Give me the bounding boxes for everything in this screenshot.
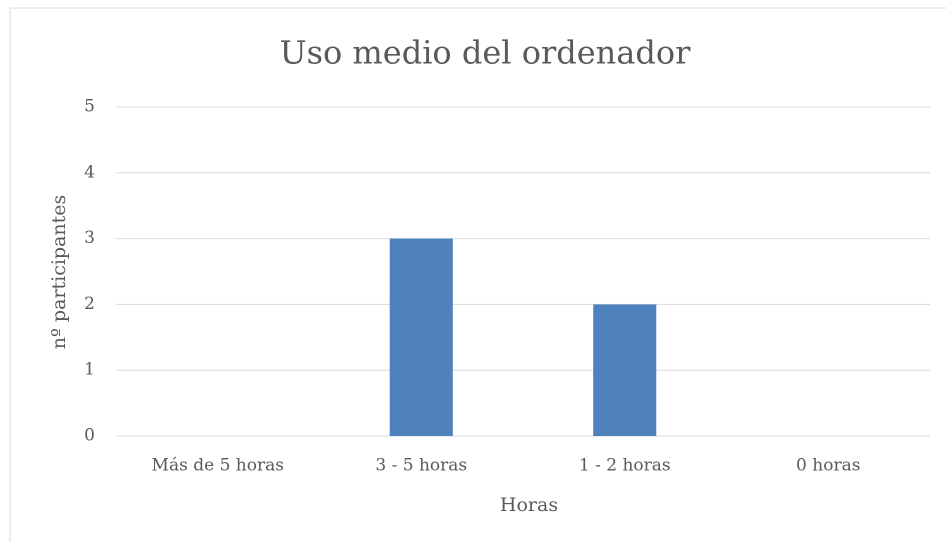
bar (389, 238, 453, 436)
x-tick-label: 0 horas (796, 456, 860, 476)
chart-frame (9, 7, 946, 542)
x-tick-label: 3 - 5 horas (375, 456, 467, 476)
y-tick-label: 1 (84, 360, 95, 380)
y-axis-label: nº participantes (48, 195, 70, 350)
chart-title: Uso medio del ordenador (280, 34, 692, 72)
x-tick-label: Más de 5 horas (152, 456, 284, 476)
x-axis-label: Horas (500, 494, 558, 516)
y-tick-label: 4 (84, 162, 95, 182)
y-tick-label: 5 (84, 97, 95, 117)
x-tick-label: 1 - 2 horas (579, 456, 671, 476)
y-tick-label: 3 (84, 228, 95, 248)
bar (593, 304, 657, 436)
y-tick-label: 2 (84, 294, 95, 314)
y-tick-label: 0 (84, 426, 95, 446)
